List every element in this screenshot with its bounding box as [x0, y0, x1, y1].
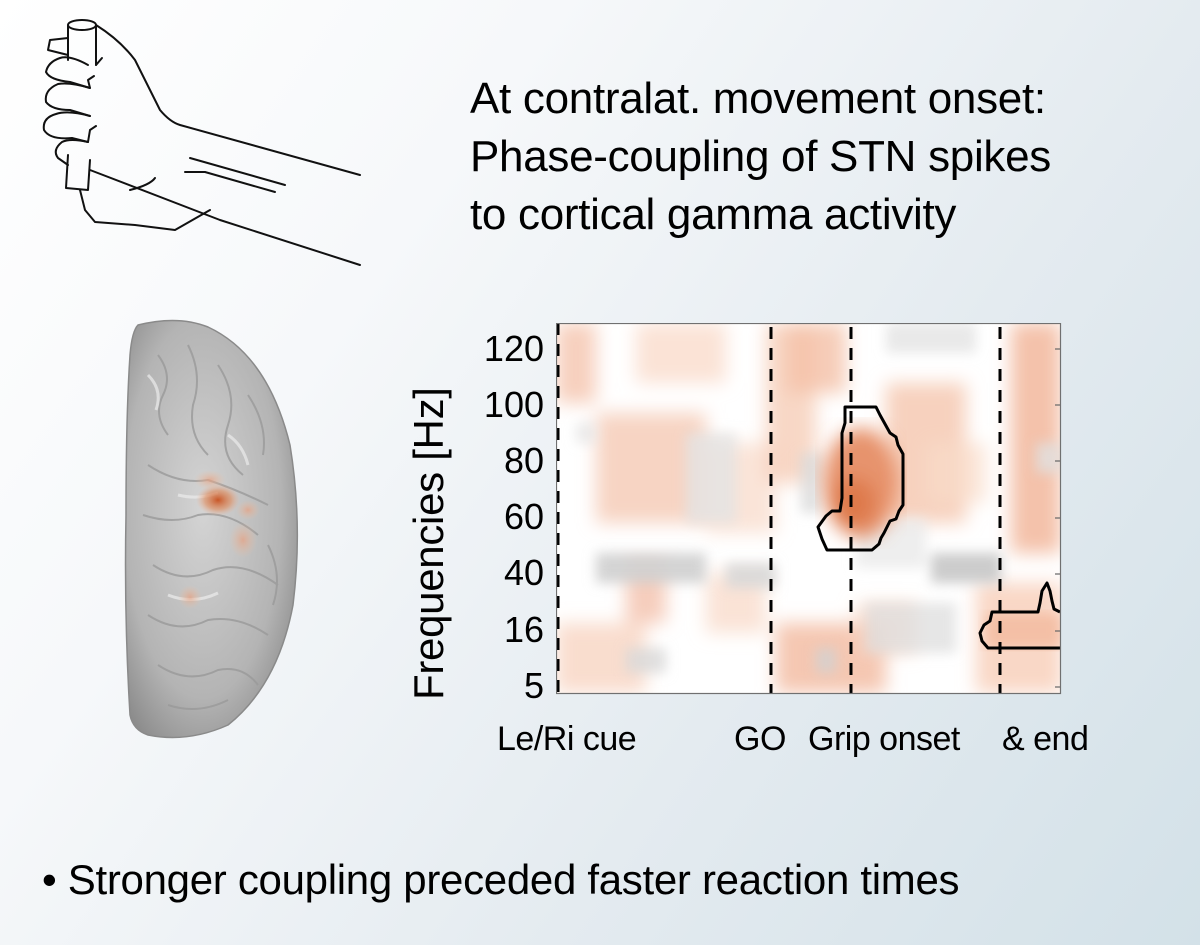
y-tick-16: 16: [503, 609, 544, 650]
title-line-1: At contralat. movement onset:: [470, 74, 1046, 123]
hand-grip-illustration: [42, 19, 361, 266]
significance-contour-low: [978, 581, 1061, 650]
event-label-go: GO: [734, 720, 786, 758]
brain-surface-illustration: [124, 319, 299, 739]
title-block: At contralat. movement onset: Phase-coup…: [470, 70, 1190, 244]
y-tick-120: 120: [483, 328, 544, 369]
event-label-grip-onset: Grip onset: [808, 720, 960, 758]
heatmap-plot: [556, 323, 1062, 695]
y-tick-5: 5: [523, 665, 544, 706]
y-tick-100: 100: [483, 384, 544, 425]
y-tick-80: 80: [503, 440, 544, 481]
heatmap-cells: [556, 323, 1060, 693]
event-label-cue: Le/Ri cue: [497, 720, 637, 758]
significance-contour-gamma: [816, 405, 905, 552]
y-tick-60: 60: [503, 496, 544, 537]
title-line-3: to cortical gamma activity: [470, 190, 957, 239]
y-axis-label: Frequencies [Hz]: [405, 387, 452, 700]
title-line-2: Phase-coupling of STN spikes: [470, 132, 1052, 181]
y-tick-40: 40: [503, 552, 544, 593]
event-label-end: & end: [1002, 720, 1089, 758]
takeaway-bullet: • Stronger coupling preceded faster reac…: [42, 856, 960, 904]
bullet-text: Stronger coupling preceded faster reacti…: [67, 856, 960, 903]
plot-frame: [556, 323, 1062, 695]
bullet-symbol: •: [42, 856, 57, 903]
activation-hotspot: [196, 484, 240, 516]
